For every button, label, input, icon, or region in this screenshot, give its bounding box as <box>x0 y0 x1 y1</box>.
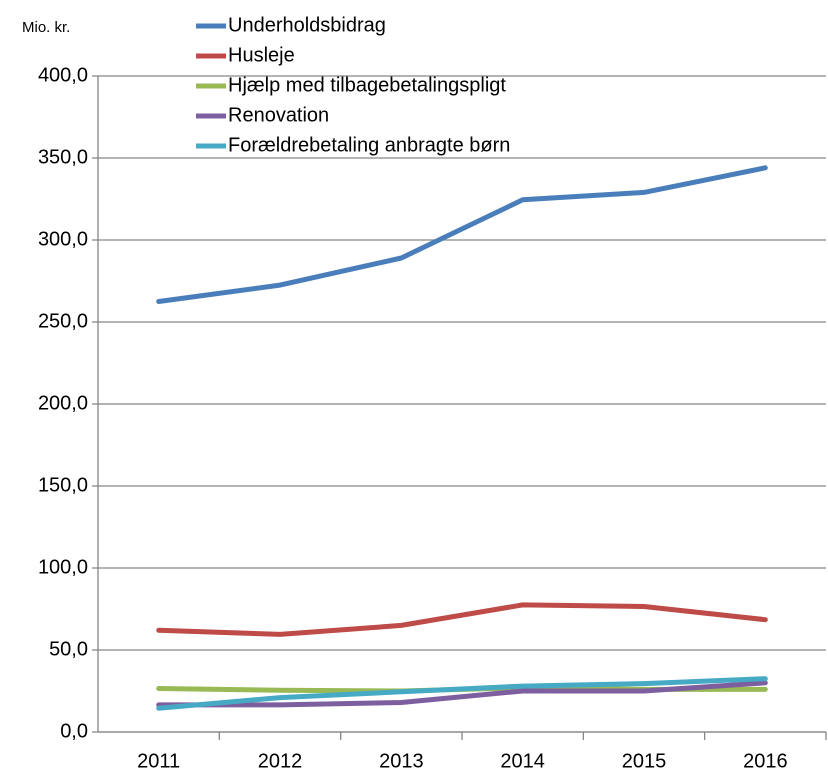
x-tick-label: 2013 <box>379 750 424 772</box>
series-line <box>156 680 768 708</box>
y-tick-label: 100,0 <box>38 556 88 578</box>
y-tick-label: 200,0 <box>38 392 88 414</box>
y-tick-label: 250,0 <box>38 310 88 332</box>
y-tick-label: 0,0 <box>60 720 88 742</box>
x-tick-label: 2014 <box>500 750 545 772</box>
legend-label: Renovation <box>228 104 329 126</box>
x-tick-label: 2012 <box>258 750 303 772</box>
x-tick-label: 2011 <box>137 750 180 772</box>
x-tick-label: 2015 <box>622 750 667 772</box>
y-unit-label: Mio. kr. <box>22 19 70 36</box>
series-line <box>156 602 768 637</box>
y-tick-label: 300,0 <box>38 228 88 250</box>
series-line <box>156 165 768 304</box>
y-tick-label: 350,0 <box>38 146 88 168</box>
legend-label: Hjælp med tilbagebetalingspligt <box>228 74 506 96</box>
y-tick-label: 400,0 <box>38 64 88 86</box>
legend-label: Forældrebetaling anbragte børn <box>228 134 510 156</box>
legend-label: Underholdsbidrag <box>228 14 386 36</box>
legend-label: Husleje <box>228 44 295 66</box>
series-line <box>156 676 768 711</box>
x-tick-label: 2016 <box>743 750 788 772</box>
y-tick-label: 150,0 <box>38 474 88 496</box>
y-tick-label: 50,0 <box>49 638 88 660</box>
